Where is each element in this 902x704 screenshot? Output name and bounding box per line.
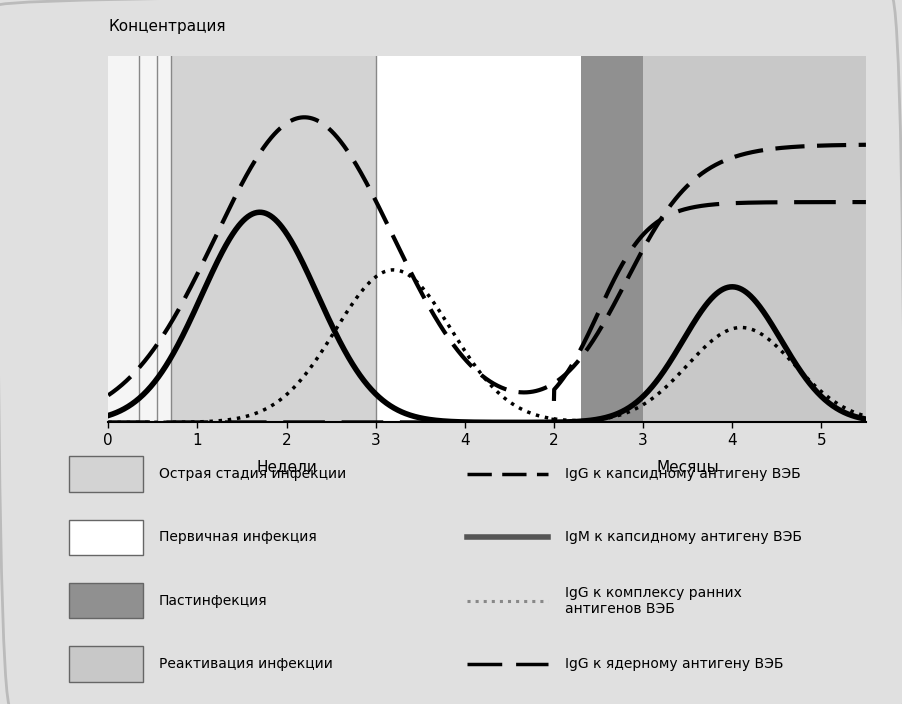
Text: Концентрация: Концентрация — [108, 19, 226, 34]
Text: Пастинфекция: Пастинфекция — [159, 593, 267, 608]
FancyBboxPatch shape — [69, 646, 143, 681]
FancyBboxPatch shape — [69, 583, 143, 618]
Text: Реактивация инфекции: Реактивация инфекции — [159, 657, 333, 671]
Text: Острая стадия инфекции: Острая стадия инфекции — [159, 467, 346, 481]
Text: IgG к комплексу ранних
антигенов ВЭБ: IgG к комплексу ранних антигенов ВЭБ — [565, 586, 741, 616]
Bar — [375, 56, 581, 422]
Bar — [108, 56, 170, 422]
Bar — [581, 56, 643, 422]
Text: IgM к капсидному антигену ВЭБ: IgM к капсидному антигену ВЭБ — [565, 530, 802, 544]
Bar — [643, 56, 866, 422]
Text: Месяцы: Месяцы — [657, 459, 719, 474]
Text: IgG к капсидному антигену ВЭБ: IgG к капсидному антигену ВЭБ — [565, 467, 800, 481]
Bar — [170, 56, 375, 422]
FancyBboxPatch shape — [69, 456, 143, 491]
Text: Первичная инфекция: Первичная инфекция — [159, 530, 317, 544]
Text: IgG к ядерному антигену ВЭБ: IgG к ядерному антигену ВЭБ — [565, 657, 783, 671]
Text: Недели: Недели — [256, 459, 317, 474]
FancyBboxPatch shape — [69, 520, 143, 555]
